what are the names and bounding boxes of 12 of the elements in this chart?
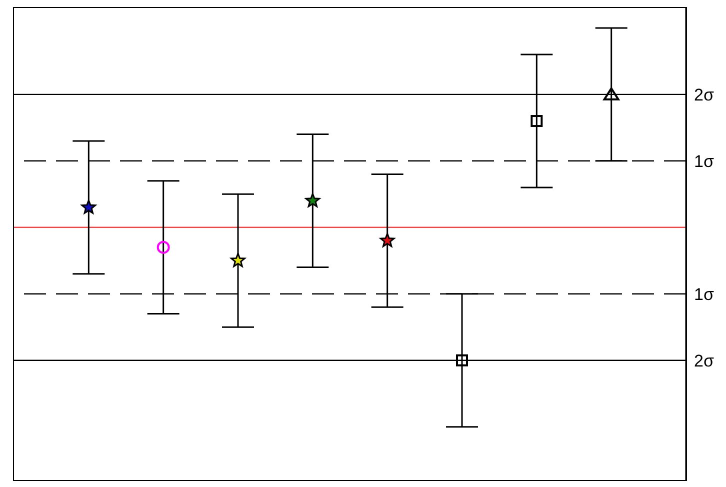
y-tick-label: 1σ	[694, 284, 714, 304]
point	[230, 252, 246, 268]
y-tick-label: 1σ	[694, 152, 714, 171]
point	[530, 115, 543, 128]
point	[380, 232, 395, 248]
point	[456, 354, 468, 366]
y-tick-label: 2σ	[694, 351, 714, 370]
y-tick-label: 2σ	[694, 85, 714, 104]
point	[81, 200, 96, 214]
point	[156, 240, 170, 254]
point	[603, 87, 620, 100]
point	[305, 193, 320, 208]
